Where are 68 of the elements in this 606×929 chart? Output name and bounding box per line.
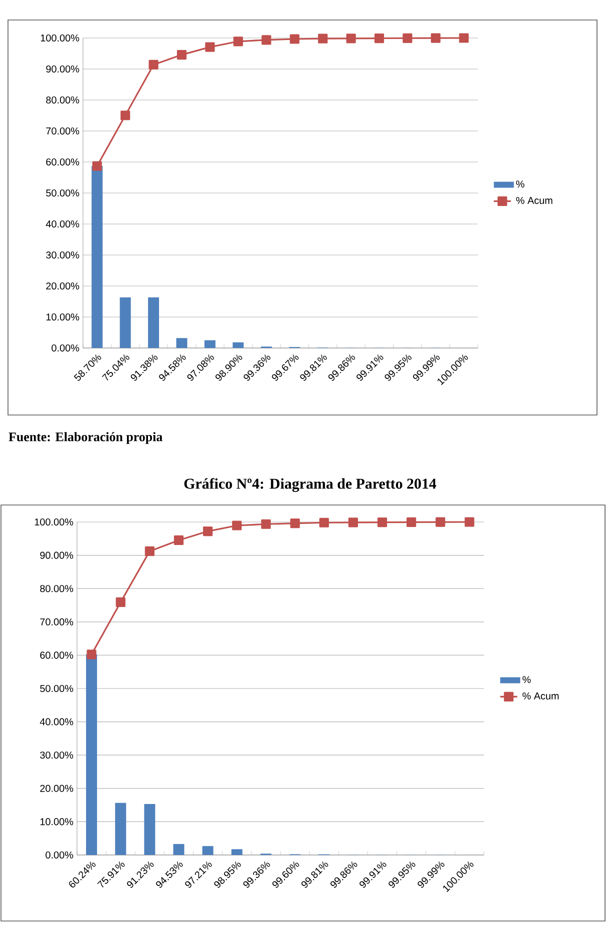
bar [202, 846, 214, 855]
y-tick-label: 90.00% [40, 552, 74, 559]
point [436, 517, 446, 527]
point [290, 34, 300, 44]
y-tick-label: 90.00% [46, 65, 80, 73]
point [233, 36, 243, 46]
point [174, 535, 184, 546]
y-tick-label: 20.00% [40, 784, 74, 792]
point [176, 50, 187, 60]
legend-label: % Acum [516, 196, 552, 204]
y-tick-label: 70.00% [46, 127, 80, 135]
point [144, 546, 154, 556]
point [203, 526, 213, 536]
bar [231, 849, 242, 855]
legend-label: % [516, 180, 524, 188]
point [318, 34, 328, 44]
bar [144, 804, 156, 855]
y-tick-label: 30.00% [40, 752, 74, 759]
point [261, 519, 271, 529]
bar [176, 338, 188, 348]
point [374, 33, 384, 44]
point [406, 517, 416, 527]
bar [92, 166, 103, 348]
y-tick-label: 70.00% [40, 618, 74, 626]
point [402, 33, 412, 43]
point [262, 35, 272, 45]
y-tick-label: 100.00% [34, 518, 74, 526]
y-tick-label: 20.00% [46, 282, 80, 290]
point [86, 650, 96, 660]
bar [115, 802, 126, 855]
chart-title: Gráfico Nº4: Diagrama de Paretto 2014 [184, 478, 436, 492]
point [92, 161, 102, 171]
y-tick-label: 30.00% [46, 251, 80, 259]
y-tick-label: 80.00% [40, 585, 74, 592]
y-tick-label: 60.00% [40, 652, 74, 659]
y-tick-label: 60.00% [46, 158, 80, 166]
y-tick-label: 10.00% [46, 313, 80, 321]
point [319, 518, 329, 528]
point [377, 517, 388, 528]
y-tick-label: 80.00% [46, 96, 80, 104]
point [346, 34, 356, 44]
bar [86, 654, 98, 855]
y-tick-label: 10.00% [40, 818, 74, 826]
y-tick-label: 40.00% [40, 718, 74, 726]
bar [120, 297, 131, 348]
point [120, 110, 130, 120]
bar [148, 297, 160, 348]
point [459, 33, 469, 43]
y-tick-label: 50.00% [46, 189, 80, 197]
point [464, 517, 474, 527]
y-tick-label: 0.00% [46, 851, 74, 859]
bar [173, 844, 184, 855]
y-tick-label: 50.00% [40, 684, 74, 692]
point [205, 42, 215, 52]
point [348, 518, 358, 528]
point [290, 518, 300, 528]
bar [232, 342, 244, 348]
source-note: Fuente: Elaboración propia [8, 432, 162, 444]
y-tick-label: 0.00% [52, 344, 80, 352]
point [430, 33, 440, 43]
point [116, 597, 126, 608]
point [148, 60, 158, 70]
y-tick-label: 100.00% [40, 34, 80, 42]
legend-label: % [522, 676, 531, 684]
y-tick-label: 40.00% [46, 220, 80, 228]
bar [204, 340, 216, 348]
point [232, 520, 242, 530]
legend-label: % Acum [522, 692, 559, 700]
